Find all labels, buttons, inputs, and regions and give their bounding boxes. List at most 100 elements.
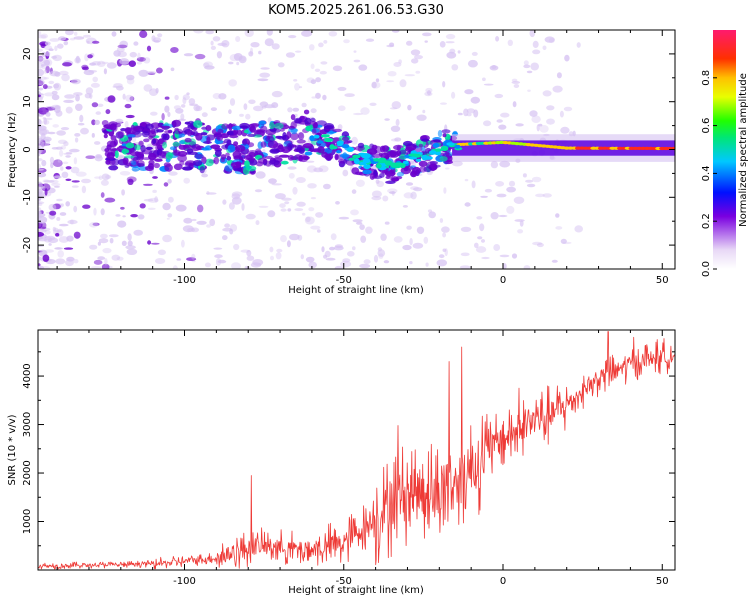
spectrogram-noise-cell	[292, 186, 298, 195]
spectrogram-band-cell	[145, 123, 154, 130]
spectrogram-noise-cell	[204, 65, 215, 70]
spectrogram-noise-cell	[371, 81, 377, 89]
spectrogram-band-cell	[210, 144, 221, 149]
spectrogram-noise-cell	[258, 205, 269, 208]
spectrogram-noise-cell	[513, 196, 525, 204]
spectrogram-noise-cell	[330, 233, 337, 241]
spectrogram-noise-cell	[536, 242, 544, 248]
spectrogram-noise-cell	[193, 30, 204, 34]
spectrogram-noise-cell	[67, 219, 78, 225]
spectrogram-noise-cell	[94, 176, 101, 179]
spectrogram-bright-cell	[375, 163, 382, 169]
spectrogram-noise-cell	[129, 96, 135, 102]
spectrogram-noise-cell	[38, 182, 44, 191]
spectrogram-band-cell	[186, 146, 192, 151]
spectrogram-x-axis-label: Height of straight line (km)	[288, 285, 424, 296]
spectrogram-noise-cell	[143, 198, 154, 202]
spectrogram-noise-cell	[86, 40, 90, 44]
spectrogram-noise-cell	[156, 67, 163, 74]
spectrogram-band-cell	[213, 156, 220, 165]
spectrogram-bright-cell	[323, 137, 334, 143]
spectrogram-noise-cell	[245, 113, 251, 120]
spectrogram-band-cell	[122, 157, 129, 165]
spectrogram-noise-cell	[288, 172, 295, 179]
spectrogram-bright-cell	[440, 145, 449, 152]
spectrogram-noise-cell	[80, 127, 89, 135]
spectrogram-noise-cell	[60, 166, 64, 171]
spectrogram-noise-cell	[337, 124, 343, 130]
spectrogram-noise-cell	[44, 139, 50, 146]
spectrogram-band-cell	[290, 156, 299, 161]
spectrogram-noise-cell	[73, 157, 78, 165]
spectrogram-noise-cell	[175, 204, 187, 212]
spectrogram-band-cell	[143, 138, 150, 143]
spectrogram-noise-cell	[44, 59, 50, 66]
spectrogram-noise-cell	[483, 83, 494, 86]
spectrogram-band-cell	[437, 130, 443, 138]
spectrogram-noise-cell	[143, 84, 153, 92]
spectrogram-noise-cell	[274, 193, 286, 200]
spectrogram-noise-cell	[484, 188, 492, 193]
spectrogram-noise-cell	[309, 44, 315, 51]
spectrogram-noise-cell	[410, 49, 421, 56]
spectrogram-noise-cell	[38, 211, 42, 217]
spectrogram-band-cell	[313, 122, 318, 129]
spectrogram-noise-cell	[229, 228, 234, 235]
spectrogram-noise-cell	[41, 64, 45, 67]
spectrogram-noise-cell	[48, 80, 55, 85]
spectrogram-noise-cell	[56, 217, 61, 221]
spectrogram-noise-cell	[60, 145, 66, 150]
spectrogram-band-cell	[269, 148, 280, 154]
spectrogram-noise-cell	[240, 249, 251, 253]
spectrogram-band-cell	[387, 150, 397, 158]
spectrogram-noise-cell	[174, 94, 179, 101]
snr-x-tick-label: -100	[173, 576, 196, 587]
spectrogram-noise-cell	[481, 239, 485, 243]
spectrogram-noise-cell	[359, 263, 371, 269]
spectrogram-noise-cell	[92, 222, 100, 226]
spectrogram-noise-cell	[44, 188, 48, 196]
spectrogram-noise-cell	[542, 90, 552, 97]
spectrogram-noise-cell	[146, 45, 152, 52]
spectrogram-noise-cell	[556, 72, 562, 79]
spectrogram-noise-cell	[477, 236, 483, 240]
spectrogram-noise-cell	[402, 205, 408, 208]
spectrogram-noise-cell	[186, 92, 190, 95]
spectrogram-noise-cell	[546, 105, 555, 111]
spectrogram-noise-cell	[398, 59, 402, 64]
spectrogram-noise-cell	[49, 179, 59, 184]
spectrogram-noise-cell	[483, 120, 492, 127]
spectrogram-noise-cell	[259, 72, 271, 78]
spectrogram-noise-cell	[523, 64, 531, 69]
spectrogram-noise-cell	[88, 70, 98, 73]
spectrogram-noise-cell	[542, 193, 552, 198]
spectrogram-noise-cell	[532, 49, 541, 55]
spectrogram-noise-cell	[371, 81, 381, 89]
spectrogram-band-cell	[121, 149, 130, 154]
spectrogram-noise-cell	[329, 246, 335, 251]
spectrogram-noise-cell	[101, 173, 110, 181]
spectrogram-band-cell	[239, 122, 250, 130]
spectrogram-band-cell	[193, 120, 203, 128]
spectrogram-noise-cell	[222, 199, 227, 205]
spectrogram-band-cell	[131, 167, 140, 172]
spectrogram-noise-cell	[103, 68, 107, 75]
snr-series-line	[38, 331, 675, 570]
spectrogram-noise-cell	[457, 112, 463, 116]
spectrogram-noise-cell	[163, 182, 169, 187]
spectrogram-bright-cell	[408, 153, 418, 157]
spectrogram-bright-cell	[309, 135, 315, 142]
spectrogram-noise-cell	[535, 193, 545, 198]
spectrogram-noise-cell	[507, 39, 513, 46]
spectrogram-noise-cell	[56, 198, 63, 202]
spectrogram-noise-cell	[351, 136, 358, 145]
colorbar-ticks: 0.0 0.2 0.4 0.6 0.8	[701, 70, 717, 277]
spectrogram-noise-cell	[250, 42, 260, 48]
spectrogram-noise-cell	[451, 91, 456, 99]
spectrogram-band-cell	[278, 154, 290, 158]
spectrogram-noise-cell	[170, 67, 175, 72]
spectrogram-band-cell	[371, 153, 382, 158]
spectrogram-noise-cell	[525, 179, 534, 183]
spectrogram-noise-cell	[563, 106, 573, 112]
spectrogram-noise-cell	[254, 189, 263, 193]
